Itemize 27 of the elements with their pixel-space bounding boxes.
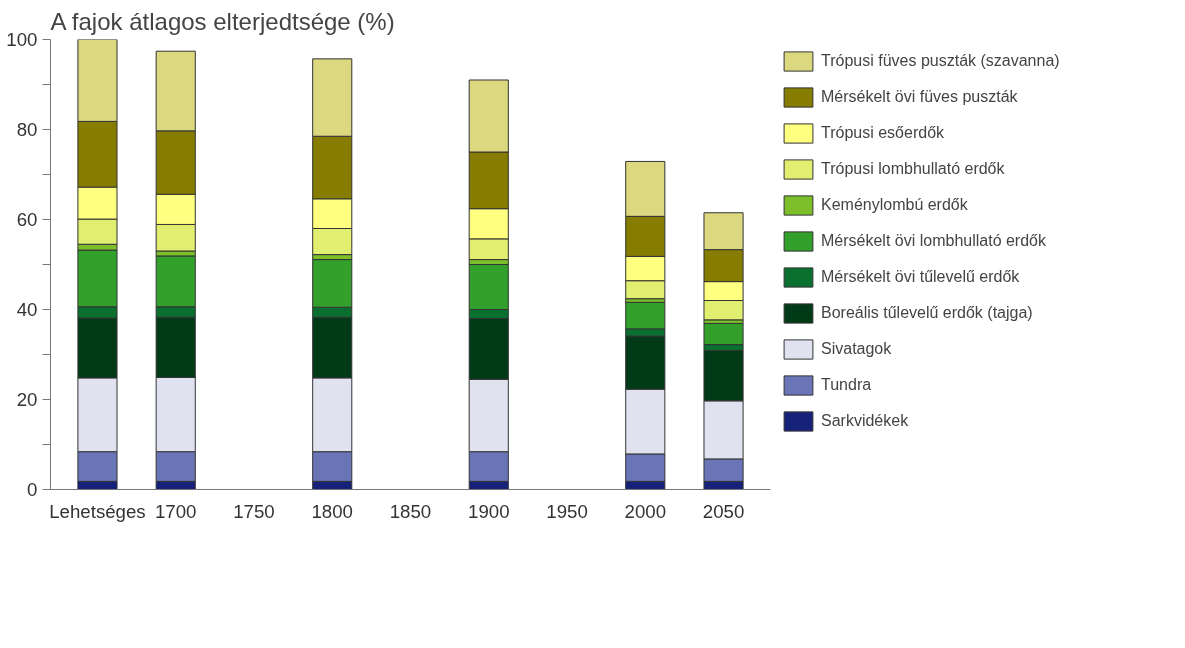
chart-title: A fajok átlagos elterjedtsége (%) [50, 7, 395, 35]
legend-label: Tundra [821, 376, 872, 394]
x-tick-label: 1700 [154, 500, 197, 522]
legend-label: Trópusi esőerdők [821, 124, 945, 142]
legend-label: Sivatagok [821, 340, 892, 358]
y-tick-label: 80 [16, 119, 38, 140]
legend-label: Trópusi lombhullató erdők [821, 160, 1005, 178]
legend-label: Mérsékelt övi tűlevelű erdők [821, 268, 1020, 286]
legend-label: Boreális tűlevelű erdők (tajga) [821, 304, 1033, 322]
x-tick-label: 1950 [546, 500, 588, 522]
legend-label: Mérsékelt övi lombhullató erdők [821, 232, 1046, 250]
y-tick-label: 60 [16, 209, 38, 230]
x-tick-label: 1850 [389, 500, 432, 522]
x-tick-label: 1800 [311, 500, 353, 522]
y-tick-label: 40 [16, 299, 38, 320]
x-tick-label: 2000 [624, 500, 667, 522]
legend-label: Sarkvidékek [821, 412, 909, 430]
legend-label: Keménylombú erdők [821, 196, 968, 214]
x-tick-label: Lehetséges [49, 500, 146, 522]
x-tick-label: 1900 [468, 500, 510, 522]
y-tick-label: 100 [6, 29, 38, 50]
legend-label: Mérsékelt övi füves puszták [821, 88, 1018, 106]
x-tick-label: 1750 [233, 500, 275, 522]
legend-label: Trópusi füves puszták (szavanna) [821, 52, 1060, 70]
y-tick-label: 20 [16, 389, 38, 410]
x-tick-label: 2050 [702, 500, 745, 522]
y-tick-label: 0 [27, 479, 38, 500]
